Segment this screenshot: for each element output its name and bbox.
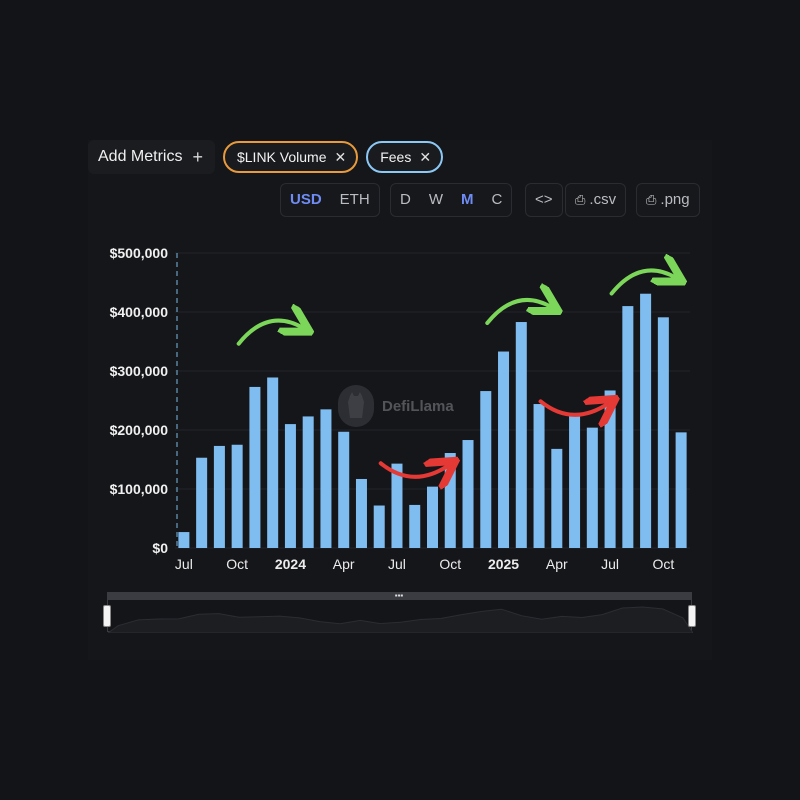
file-download-icon: ⎙ xyxy=(646,192,657,207)
brush-handle-right[interactable] xyxy=(688,605,696,627)
bar[interactable] xyxy=(586,427,598,548)
bar[interactable] xyxy=(498,351,510,548)
brush-track[interactable] xyxy=(107,592,692,600)
bar[interactable] xyxy=(675,432,687,548)
bar[interactable] xyxy=(231,444,243,548)
brush-preview xyxy=(108,606,693,633)
bar[interactable] xyxy=(391,463,403,548)
bar[interactable] xyxy=(462,440,474,548)
green-arrow-annotation xyxy=(609,270,676,296)
bar[interactable] xyxy=(604,390,616,548)
embed-code-icon: <> xyxy=(535,191,553,208)
bar[interactable] xyxy=(515,322,527,548)
bar[interactable] xyxy=(213,445,225,548)
metric-pill-label: Fees xyxy=(380,149,412,165)
y-tick-label: $500,000 xyxy=(109,245,168,261)
llama-logo-icon xyxy=(338,385,374,427)
bar[interactable] xyxy=(533,404,545,548)
bar[interactable] xyxy=(444,453,456,548)
metric-pill-fees[interactable]: Fees ✕ xyxy=(366,141,444,173)
y-tick-label: $300,000 xyxy=(109,363,168,379)
metric-pill-label: $LINK Volume xyxy=(236,149,327,165)
bar[interactable] xyxy=(640,293,652,548)
bar[interactable] xyxy=(284,424,296,548)
period-cumulative-button[interactable]: C xyxy=(491,191,503,208)
x-tick-label: Oct xyxy=(439,556,462,572)
watermark-text: DefiLlama xyxy=(382,397,454,415)
red-arrow-annotation xyxy=(538,401,609,415)
x-tick-label: Jul xyxy=(388,556,406,572)
period-month-button[interactable]: M xyxy=(461,191,474,208)
bar[interactable] xyxy=(196,457,208,548)
metrics-bar: Add Metrics + $LINK Volume ✕ Fees ✕ xyxy=(88,140,444,174)
bar[interactable] xyxy=(178,532,190,548)
csv-download-button[interactable]: ⎙ .csv xyxy=(565,183,627,217)
metric-pill-link-volume[interactable]: $LINK Volume ✕ xyxy=(222,141,359,173)
red-arrow-annotation xyxy=(378,463,449,477)
file-download-icon: ⎙ xyxy=(575,192,586,207)
brush-grip-icon[interactable]: ▪▪▪ xyxy=(394,591,404,600)
add-metrics-button[interactable]: Add Metrics + xyxy=(88,140,215,174)
bar[interactable] xyxy=(551,448,563,548)
bar[interactable] xyxy=(355,478,367,548)
bar[interactable] xyxy=(320,409,332,548)
add-metrics-label: Add Metrics xyxy=(98,148,183,165)
x-tick-label: Oct xyxy=(652,556,675,572)
bar[interactable] xyxy=(373,505,385,548)
period-week-button[interactable]: W xyxy=(428,191,444,208)
currency-toggle: USD ETH xyxy=(280,183,380,217)
x-tick-label: 2024 xyxy=(274,556,306,572)
bar[interactable] xyxy=(480,391,492,548)
y-tick-label: $100,000 xyxy=(109,481,168,497)
period-day-button[interactable]: D xyxy=(400,191,411,208)
png-label: .png xyxy=(660,191,690,208)
defillama-watermark: DefiLlama xyxy=(338,385,454,427)
currency-usd-button[interactable]: USD xyxy=(290,191,322,208)
x-tick-label: 2025 xyxy=(487,556,520,572)
bar[interactable] xyxy=(249,386,261,548)
png-download-button[interactable]: ⎙ .png xyxy=(636,183,700,217)
green-arrow-annotation xyxy=(236,321,303,346)
csv-label: .csv xyxy=(589,191,617,208)
bar[interactable] xyxy=(622,306,634,548)
bar[interactable] xyxy=(426,486,439,548)
bar[interactable] xyxy=(338,431,350,548)
bar[interactable] xyxy=(409,504,421,548)
y-tick-label: $0 xyxy=(152,540,168,556)
close-icon[interactable]: ✕ xyxy=(419,148,432,165)
y-tick-label: $400,000 xyxy=(109,304,168,320)
close-icon[interactable]: ✕ xyxy=(334,148,347,165)
bar[interactable] xyxy=(569,412,581,548)
period-toggle: D W M C xyxy=(390,183,513,217)
x-tick-label: Jul xyxy=(174,556,193,572)
bar[interactable] xyxy=(267,377,279,548)
currency-eth-button[interactable]: ETH xyxy=(339,191,370,208)
x-tick-label: Jul xyxy=(601,556,620,572)
bar[interactable] xyxy=(657,317,669,548)
embed-button[interactable]: <> xyxy=(525,183,563,217)
green-arrow-annotation xyxy=(485,300,551,326)
plus-icon: + xyxy=(192,146,203,167)
x-tick-label: Apr xyxy=(332,556,355,572)
bar[interactable] xyxy=(302,416,314,548)
y-tick-label: $200,000 xyxy=(109,422,168,438)
x-tick-label: Apr xyxy=(545,556,568,572)
x-tick-label: Oct xyxy=(226,556,249,572)
brush-handle-left[interactable] xyxy=(103,605,111,627)
